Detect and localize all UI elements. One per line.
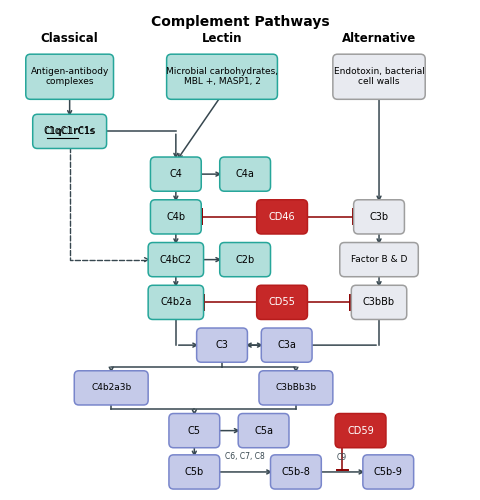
- FancyBboxPatch shape: [168, 414, 219, 448]
- Text: Antigen-antibody
complexes: Antigen-antibody complexes: [30, 67, 108, 86]
- Text: C6, C7, C8: C6, C7, C8: [225, 452, 264, 462]
- FancyBboxPatch shape: [332, 54, 424, 100]
- FancyBboxPatch shape: [256, 200, 307, 234]
- Text: CD59: CD59: [347, 426, 373, 436]
- FancyBboxPatch shape: [362, 455, 413, 489]
- Text: C5b: C5b: [184, 467, 204, 477]
- Text: Lectin: Lectin: [202, 32, 242, 44]
- Text: C5b-9: C5b-9: [373, 467, 402, 477]
- FancyBboxPatch shape: [335, 414, 385, 448]
- FancyBboxPatch shape: [33, 114, 107, 148]
- FancyBboxPatch shape: [258, 371, 332, 405]
- Text: C1qC1rC1s: C1qC1rC1s: [45, 127, 95, 136]
- FancyBboxPatch shape: [238, 414, 288, 448]
- Text: Alternative: Alternative: [341, 32, 415, 44]
- FancyBboxPatch shape: [150, 200, 201, 234]
- Text: C3b: C3b: [369, 212, 388, 222]
- Text: C2b: C2b: [235, 254, 254, 264]
- FancyBboxPatch shape: [339, 242, 418, 276]
- Text: C9: C9: [336, 452, 347, 462]
- FancyBboxPatch shape: [150, 157, 201, 191]
- Text: C5a: C5a: [253, 426, 273, 436]
- Text: Microbial carbohydrates,
MBL +, MASP1, 2: Microbial carbohydrates, MBL +, MASP1, 2: [166, 67, 277, 86]
- Text: C4a: C4a: [235, 169, 254, 179]
- Text: Factor B & D: Factor B & D: [350, 255, 407, 264]
- FancyBboxPatch shape: [148, 286, 203, 320]
- FancyBboxPatch shape: [256, 286, 307, 320]
- Text: C3: C3: [215, 340, 228, 350]
- Text: C4b2a: C4b2a: [160, 298, 191, 308]
- Text: Endotoxin, bacterial
cell walls: Endotoxin, bacterial cell walls: [333, 67, 423, 86]
- Text: C3bBb3b: C3bBb3b: [275, 384, 316, 392]
- FancyBboxPatch shape: [219, 157, 270, 191]
- Text: C4bC2: C4bC2: [159, 254, 192, 264]
- FancyBboxPatch shape: [74, 371, 148, 405]
- FancyBboxPatch shape: [270, 455, 321, 489]
- Text: CD46: CD46: [268, 212, 295, 222]
- Text: C1qC1rC1s: C1qC1rC1s: [43, 126, 96, 136]
- Text: Complement Pathways: Complement Pathways: [151, 15, 329, 29]
- FancyBboxPatch shape: [148, 242, 203, 276]
- Text: C3a: C3a: [276, 340, 296, 350]
- FancyBboxPatch shape: [196, 328, 247, 362]
- Text: C4b: C4b: [166, 212, 185, 222]
- FancyBboxPatch shape: [261, 328, 312, 362]
- Text: CD55: CD55: [268, 298, 295, 308]
- Text: C4b2a3b: C4b2a3b: [91, 384, 131, 392]
- FancyBboxPatch shape: [168, 455, 219, 489]
- FancyBboxPatch shape: [166, 54, 277, 100]
- FancyBboxPatch shape: [353, 200, 404, 234]
- FancyBboxPatch shape: [350, 286, 406, 320]
- Text: C5: C5: [187, 426, 201, 436]
- FancyBboxPatch shape: [26, 54, 113, 100]
- FancyBboxPatch shape: [219, 242, 270, 276]
- Text: C3bBb: C3bBb: [362, 298, 394, 308]
- Text: C4: C4: [169, 169, 182, 179]
- Text: C5b-8: C5b-8: [281, 467, 310, 477]
- Text: Classical: Classical: [41, 32, 98, 44]
